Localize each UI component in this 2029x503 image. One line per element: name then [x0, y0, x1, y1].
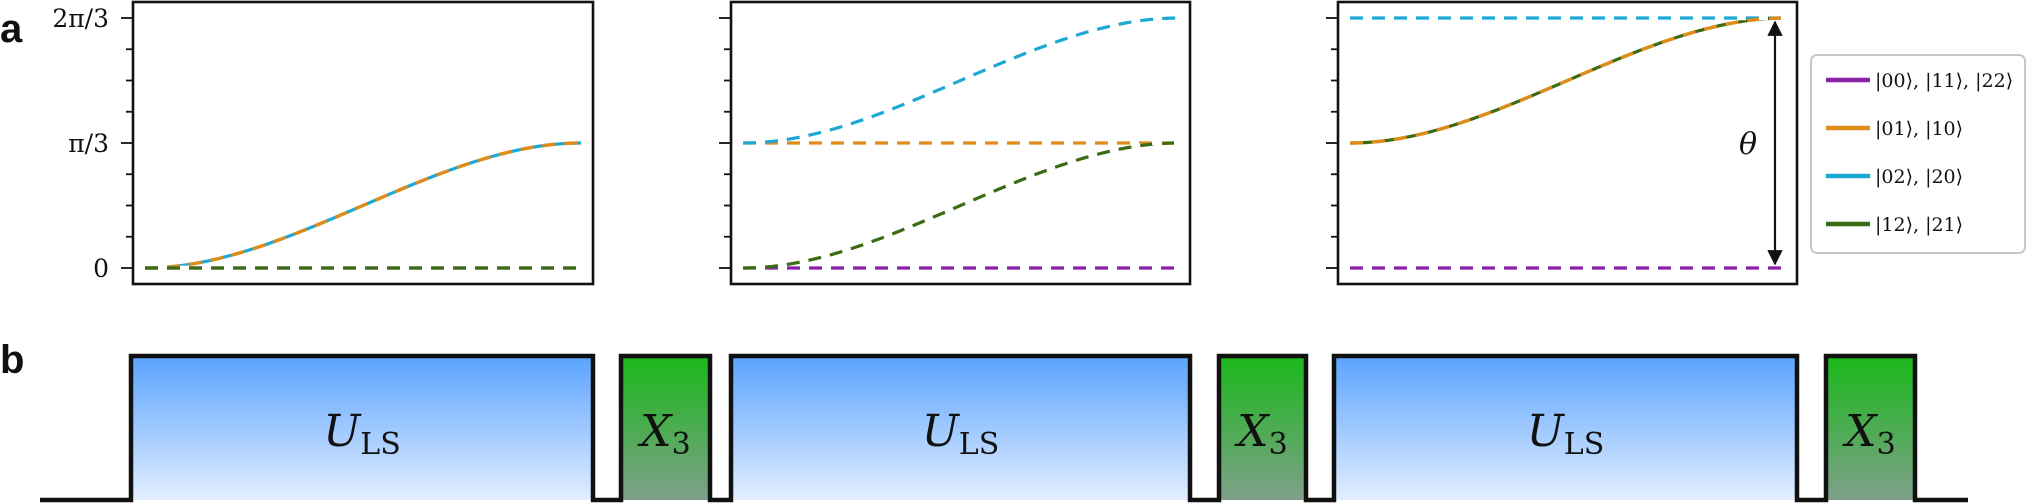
- theta-label: θ: [1739, 127, 1757, 162]
- chart-panel-1: 0 π/3 2π/3: [52, 0, 595, 286]
- block-label: X3: [637, 406, 690, 462]
- panel-label-a: a: [0, 7, 23, 51]
- plot-frame: [1336, 0, 1799, 286]
- panel-label-b: b: [0, 338, 24, 382]
- chart-panel-2: [719, 0, 1192, 286]
- uls-block: [1334, 356, 1797, 500]
- legend-entry: |02⟩, |20⟩: [1875, 166, 1963, 188]
- block-label-sub: LS: [360, 427, 400, 462]
- phase-charts: 0 π/3 2π/3 θ: [52, 0, 1799, 286]
- legend-entry: |01⟩, |10⟩: [1875, 118, 1963, 140]
- block-label-main: X: [1234, 406, 1270, 457]
- block-label: ULS: [323, 406, 401, 462]
- pulse-sequence: ULS X3 ULS X3 ULS X3: [40, 353, 1968, 503]
- series-line: [144, 141, 582, 270]
- block-label-main: X: [637, 406, 673, 457]
- legend-entry: |12⟩, |21⟩: [1875, 214, 1963, 236]
- y-tick-label: 0: [93, 254, 109, 283]
- y-tick-label: 2π/3: [52, 4, 109, 33]
- x3-block: [1826, 356, 1915, 500]
- uls-block: [731, 356, 1190, 500]
- block-label-sub: 3: [1877, 427, 1896, 462]
- plot-frame: [131, 0, 595, 286]
- series-line: [742, 16, 1179, 145]
- x3-block: [621, 356, 710, 500]
- block-label-main: U: [922, 406, 961, 457]
- block-label-sub: LS: [959, 427, 999, 462]
- block-label: ULS: [1527, 406, 1605, 462]
- x3-block: [1219, 356, 1306, 500]
- legend-entry: |00⟩, |11⟩, |22⟩: [1875, 70, 2013, 92]
- block-label-main: U: [1527, 406, 1566, 457]
- legend: |00⟩, |11⟩, |22⟩ |01⟩, |10⟩ |02⟩, |20⟩ |12⟩…: [1810, 54, 2026, 254]
- uls-block: [131, 356, 593, 500]
- legend-box: [1810, 54, 2026, 254]
- y-tick-label: π/3: [68, 129, 109, 158]
- block-label-sub: LS: [1564, 427, 1604, 462]
- chart-panel-3: [1326, 0, 1799, 286]
- series-line: [742, 141, 1179, 270]
- block-label: ULS: [922, 406, 1000, 462]
- block-label: X3: [1234, 406, 1287, 462]
- block-label: X3: [1842, 406, 1895, 462]
- block-label-sub: 3: [1269, 427, 1288, 462]
- block-label-sub: 3: [672, 427, 691, 462]
- series-line: [1349, 16, 1786, 145]
- block-label-main: U: [323, 406, 362, 457]
- block-label-main: X: [1842, 406, 1878, 457]
- waveform-outline: [40, 353, 1968, 503]
